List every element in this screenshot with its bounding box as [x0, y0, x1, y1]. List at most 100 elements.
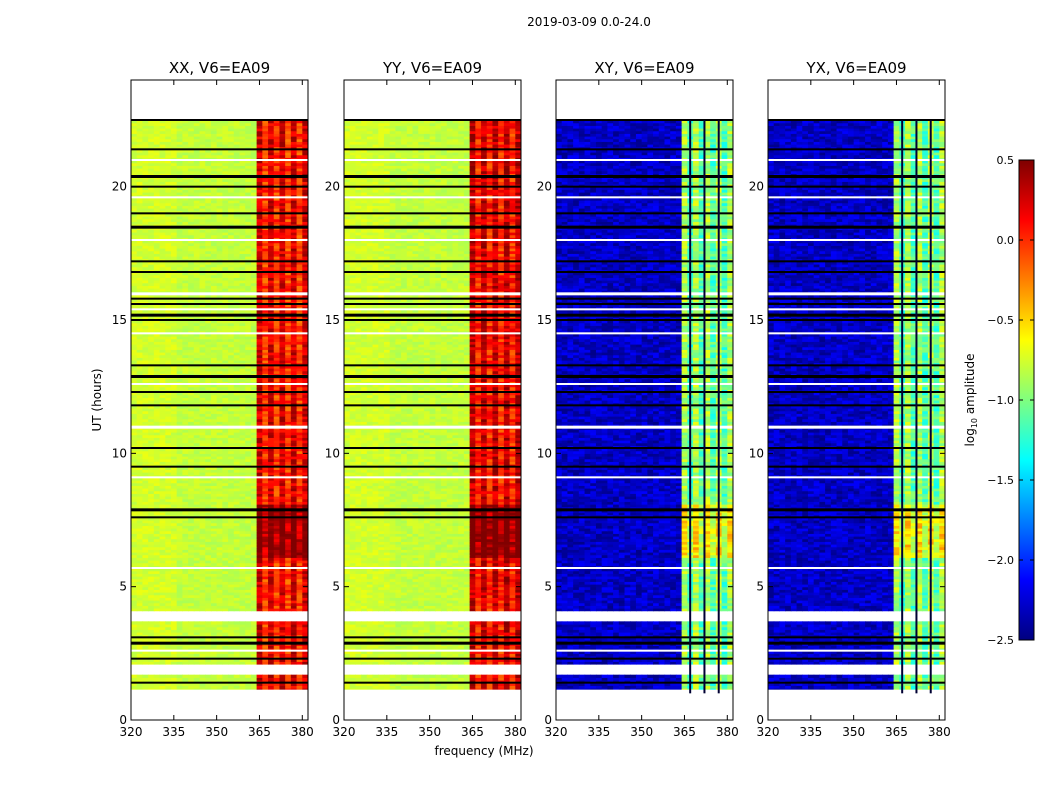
heatmap-cell — [268, 544, 275, 548]
heatmap-cell — [245, 330, 252, 334]
heatmap-cell — [131, 237, 138, 241]
heatmap-cell — [182, 562, 189, 566]
heatmap-cell — [131, 677, 138, 681]
heatmap-cell — [210, 560, 218, 564]
heatmap-cell — [188, 322, 195, 326]
heatmap-cell — [302, 317, 308, 321]
heatmap-cell — [296, 592, 303, 596]
heatmap-cell — [296, 365, 303, 369]
heatmap-cell — [233, 477, 241, 481]
heatmap-cell — [279, 637, 286, 641]
heatmap-cell — [182, 602, 189, 606]
heatmap-cell — [142, 626, 149, 630]
heatmap-cell — [296, 658, 303, 662]
heatmap-cell — [165, 474, 172, 478]
heatmap-cell — [170, 253, 178, 257]
heatmap-cell — [199, 250, 206, 254]
heatmap-cell — [153, 405, 161, 409]
heatmap-cell — [176, 661, 183, 665]
heatmap-cell — [239, 344, 246, 348]
heatmap-cell — [148, 557, 155, 561]
heatmap-cell — [159, 637, 166, 641]
heatmap-cell — [256, 450, 263, 454]
heatmap-cell — [250, 392, 258, 396]
heatmap-cell — [262, 560, 269, 564]
heatmap-cell — [216, 480, 223, 484]
heatmap-cell — [279, 546, 286, 550]
heatmap-cell — [285, 640, 292, 644]
heatmap-cell — [302, 288, 308, 292]
heatmap-cell — [205, 309, 212, 313]
heatmap-cell — [153, 442, 161, 446]
heatmap-cell — [296, 632, 303, 636]
heatmap-cell — [199, 496, 206, 500]
heatmap-cell — [165, 344, 172, 348]
heatmap-cell — [268, 504, 275, 508]
heatmap-cell — [148, 626, 155, 630]
heatmap-cell — [268, 344, 275, 348]
heatmap-cell — [176, 266, 183, 270]
heatmap-cell — [188, 448, 195, 452]
heatmap-cell — [131, 565, 138, 569]
heatmap-cell — [176, 533, 183, 537]
heatmap-cell — [188, 346, 195, 350]
heatmap-cell — [262, 530, 269, 534]
heatmap-cell — [216, 485, 223, 489]
heatmap-cell — [268, 464, 275, 468]
heatmap-cell — [285, 536, 292, 540]
heatmap-cell — [210, 544, 218, 548]
heatmap-cell — [228, 506, 235, 510]
heatmap-cell — [216, 445, 223, 449]
heatmap-cell — [228, 522, 235, 526]
heatmap-cell — [262, 261, 269, 265]
heatmap-cell — [273, 466, 281, 470]
heatmap-cell — [131, 421, 138, 425]
heatmap-cell — [159, 501, 166, 505]
heatmap-cell — [216, 288, 223, 292]
heatmap-cell — [290, 477, 298, 481]
heatmap-cell — [290, 298, 298, 302]
heatmap-cell — [290, 245, 298, 249]
heatmap-cell — [256, 674, 263, 678]
heatmap-cell — [233, 288, 241, 292]
heatmap-cell — [136, 368, 144, 372]
heatmap-cell — [159, 384, 166, 388]
heatmap-cell — [210, 432, 218, 436]
heatmap-cell — [245, 576, 252, 580]
heatmap-cell — [142, 546, 149, 550]
heatmap-cell — [131, 373, 138, 377]
heatmap-cell — [182, 282, 189, 286]
heatmap-cell — [228, 568, 235, 572]
heatmap-cell — [262, 394, 269, 398]
heatmap-cell — [199, 445, 206, 449]
heatmap-cell — [205, 632, 212, 636]
heatmap-cell — [176, 538, 183, 542]
heatmap-cell — [136, 405, 144, 409]
heatmap-cell — [268, 522, 275, 526]
heatmap-cell — [222, 309, 229, 313]
heatmap-cell — [131, 490, 138, 494]
heatmap-cell — [199, 266, 206, 270]
heatmap-cell — [142, 520, 149, 524]
heatmap-cell — [159, 658, 166, 662]
heatmap-cell — [148, 536, 155, 540]
heatmap-cell — [136, 450, 144, 454]
heatmap-cell — [153, 688, 161, 692]
heatmap-cell — [216, 576, 223, 580]
heatmap-cell — [273, 682, 281, 686]
heatmap-cell — [159, 445, 166, 449]
heatmap-cell — [216, 261, 223, 265]
heatmap-cell — [153, 602, 161, 606]
heatmap-cell — [256, 330, 263, 334]
heatmap-cell — [228, 685, 235, 689]
heatmap-cell — [279, 264, 286, 268]
heatmap-cell — [268, 298, 275, 302]
heatmap-cell — [302, 437, 308, 441]
heatmap-cell — [159, 448, 166, 452]
heatmap-cell — [285, 570, 292, 574]
heatmap-cell — [148, 370, 155, 374]
heatmap-cell — [188, 562, 195, 566]
heatmap-cell — [279, 658, 286, 662]
heatmap-cell — [239, 482, 246, 486]
heatmap-cell — [268, 576, 275, 580]
